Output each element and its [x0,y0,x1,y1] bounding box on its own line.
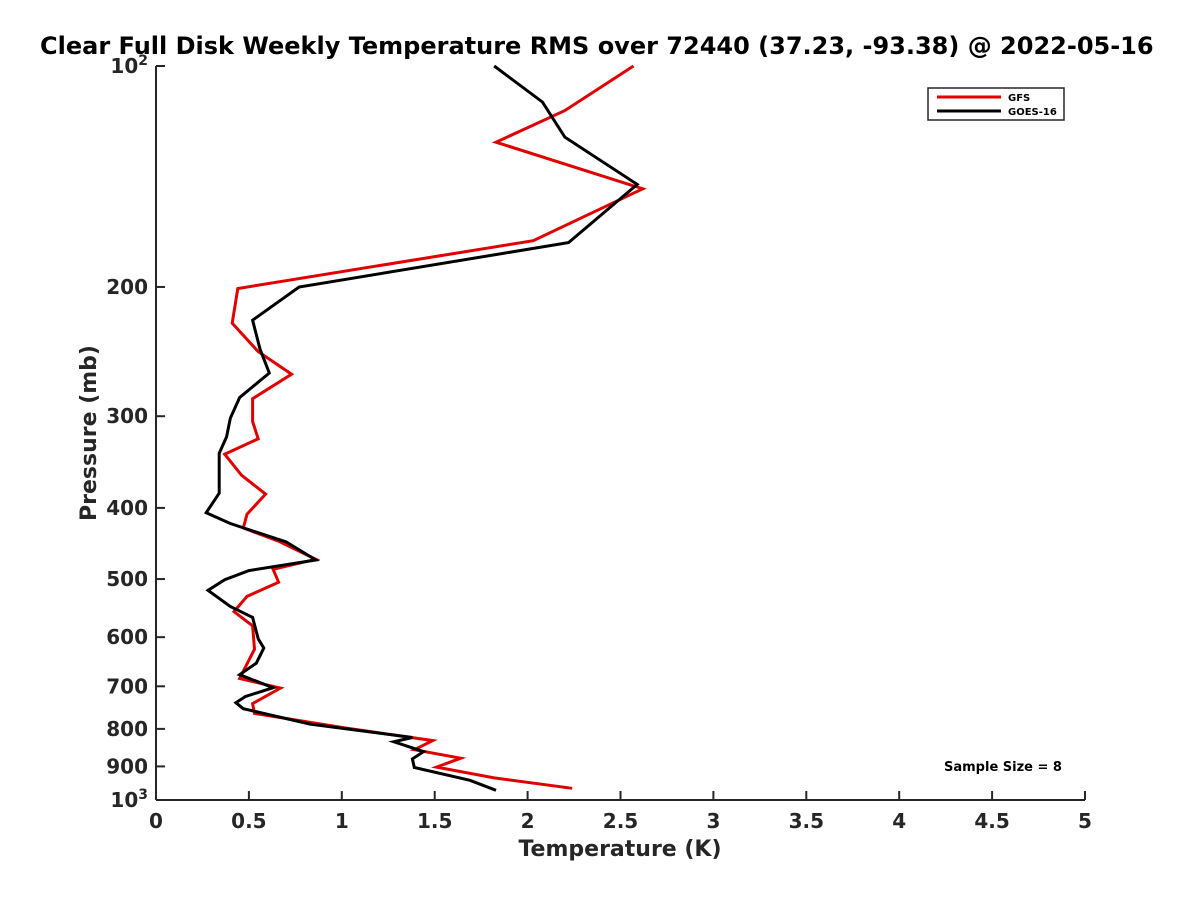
chart-title: Clear Full Disk Weekly Temperature RMS o… [40,32,1154,60]
x-tick-label: 5 [1078,809,1092,833]
series-line-goes-16 [203,64,640,792]
legend-box [927,87,1065,121]
y-tick-label: 900 [106,754,148,778]
plot-area [203,64,647,792]
x-tick-label: 2 [521,809,535,833]
y-tick-label: 200 [106,275,148,299]
y-tick-label: 600 [106,625,148,649]
y-tick-label: 500 [106,567,148,591]
y-tick-label: 800 [106,717,148,741]
legend: GFS GOES-16 [927,87,1065,121]
y-axis: 102 200 300 400 500 600 700 800 900 103 [106,53,165,812]
x-tick-label: 4 [892,809,906,833]
sample-size-annotation: Sample Size = 8 [944,760,1062,775]
series-line-gfs [222,64,647,790]
x-tick-label: 4.5 [974,809,1009,833]
x-tick-label: 3 [706,809,720,833]
x-axis: 0 0.5 1 1.5 2 2.5 3 3.5 4 4.5 5 [149,791,1092,833]
y-axis-label: Pressure (mb) [77,345,102,521]
legend-label: GFS [1008,93,1030,104]
y-tick-label: 400 [106,496,148,520]
y-tick-label: 300 [106,404,148,428]
y-tick-label: 103 [110,787,148,812]
x-tick-label: 1.5 [417,809,452,833]
y-tick-label: 700 [106,674,148,698]
x-tick-label: 1 [335,809,349,833]
x-tick-label: 0.5 [231,809,266,833]
x-axis-label: Temperature (K) [518,837,721,862]
x-tick-label: 0 [149,809,163,833]
x-tick-label: 3.5 [789,809,824,833]
y-tick-label: 102 [110,53,148,78]
x-tick-label: 2.5 [603,809,638,833]
legend-label: GOES-16 [1008,107,1057,118]
